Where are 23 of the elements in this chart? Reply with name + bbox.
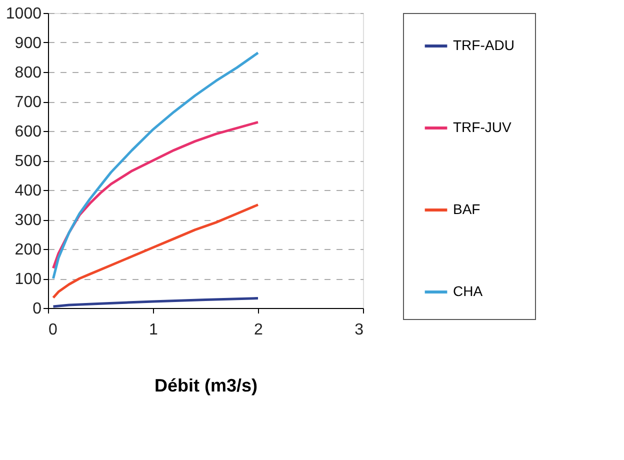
y-tick-label: 400 — [14, 182, 42, 200]
x-tick-label: 2 — [254, 322, 264, 338]
y-tick-label: 800 — [14, 64, 42, 82]
y-tick-label: 0 — [32, 300, 42, 318]
legend-label: CHA — [453, 283, 484, 299]
y-tick-label: 700 — [14, 94, 42, 111]
legend-label: BAF — [453, 201, 480, 217]
line-series — [52, 52, 260, 280]
line-series — [52, 297, 260, 308]
x-axis-title: Débit (m3/s) — [154, 376, 258, 396]
x-tick-label: 1 — [149, 322, 158, 338]
x-tick-label: 0 — [48, 322, 58, 338]
x-tick-label: 3 — [354, 322, 364, 338]
y-tick-label: 100 — [14, 271, 42, 288]
legend-label: TRF-JUV — [453, 119, 512, 135]
y-tick-label: 300 — [14, 212, 42, 229]
y-tick-label: 900 — [14, 35, 42, 52]
line-series — [52, 204, 260, 299]
legend-label: TRF-ADU — [453, 37, 514, 53]
y-tick-label: 1000 — [6, 6, 42, 22]
y-tick-label: 200 — [14, 242, 42, 258]
y-tick-label: 500 — [14, 153, 42, 170]
y-tick-label: 600 — [14, 124, 42, 140]
